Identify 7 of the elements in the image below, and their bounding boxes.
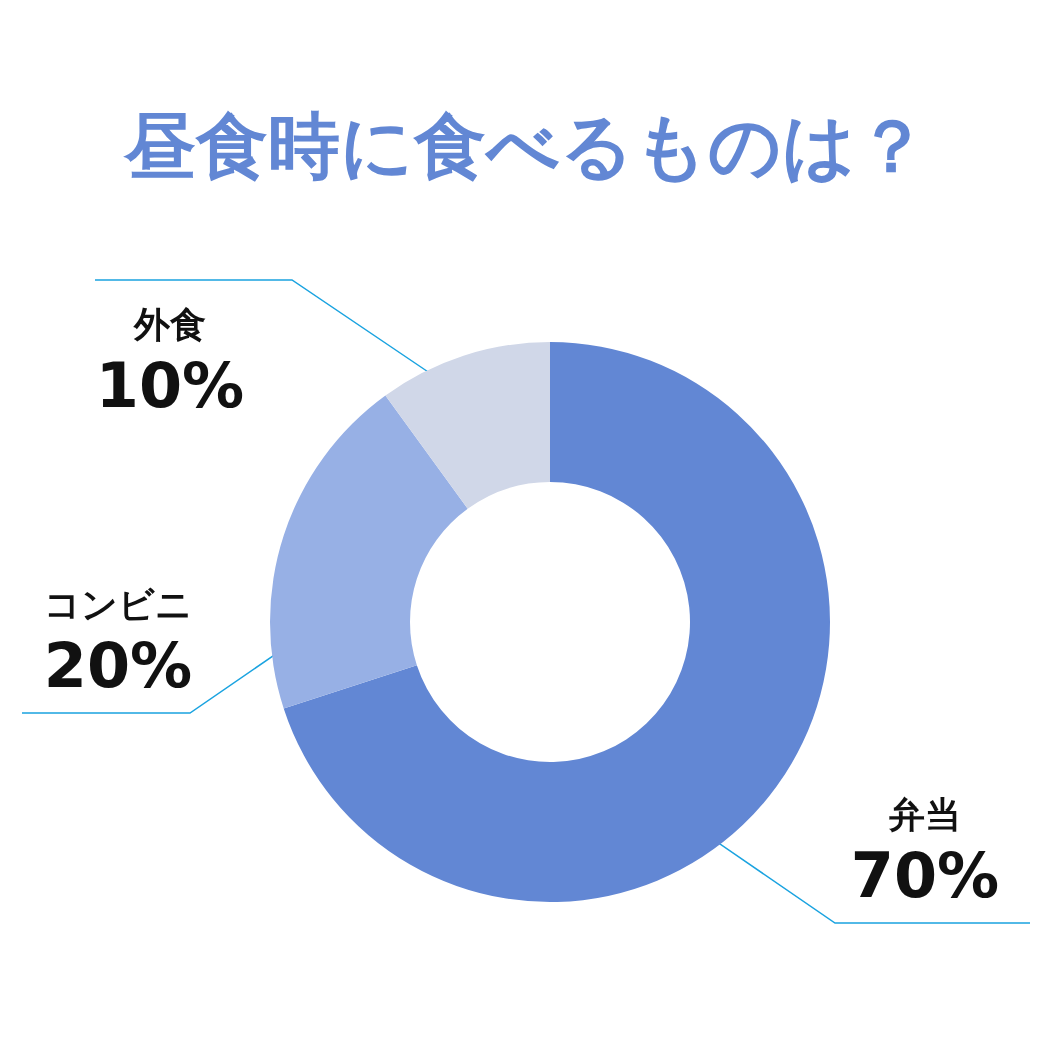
slice-label: コンビニ xyxy=(44,583,192,625)
slice-label: 弁当 xyxy=(888,793,961,835)
data-label: 10% xyxy=(95,348,245,422)
chart-title: 昼食時に食べるものは？ xyxy=(123,104,928,188)
slice-label: 外食 xyxy=(133,303,206,345)
data-label: 70% xyxy=(850,838,1000,912)
data-label: 20% xyxy=(43,628,193,702)
